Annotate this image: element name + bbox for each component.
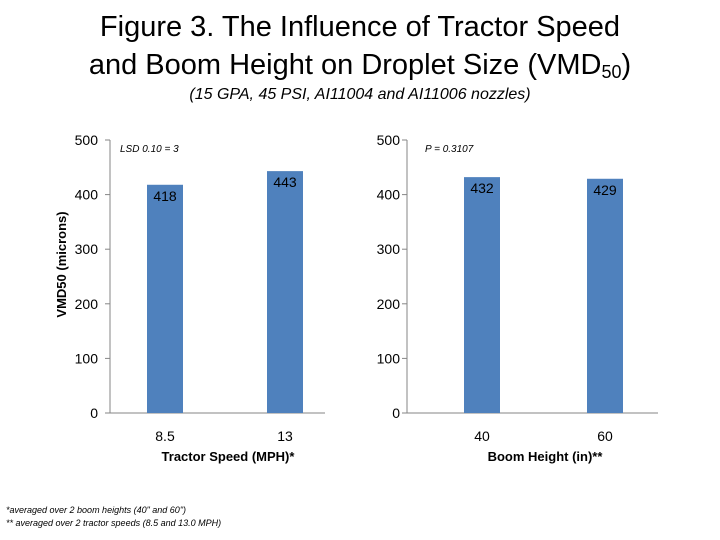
title-line-2-close: ) — [621, 49, 632, 81]
y-tick-label: 0 — [392, 405, 400, 421]
x-tick-label: 8.5 — [155, 428, 175, 444]
y-tick-label: 400 — [377, 187, 401, 203]
bar — [464, 177, 500, 413]
y-tick-label: 100 — [377, 350, 401, 366]
title-line-2-text: and Boom Height on Droplet Size (VMD — [88, 49, 602, 81]
x-axis-title: Tractor Speed (MPH)* — [162, 449, 296, 464]
y-tick-label: 300 — [377, 241, 401, 257]
title-subscript: 50 — [601, 62, 622, 82]
bar — [267, 171, 303, 413]
y-tick-label: 300 — [75, 241, 99, 257]
y-tick-label: 100 — [75, 350, 99, 366]
x-tick-label: 40 — [474, 428, 490, 444]
data-label: 429 — [593, 182, 617, 198]
footnotes: *averaged over 2 boom heights (40" and 6… — [6, 504, 221, 530]
stat-annotation: P = 0.3107 — [425, 144, 474, 155]
y-tick-label: 400 — [75, 187, 99, 203]
chart-subtitle: (15 GPA, 45 PSI, AI11004 and AI11006 noz… — [189, 86, 531, 103]
data-label: 443 — [273, 174, 297, 190]
bar — [587, 178, 623, 413]
footnote-2: ** averaged over 2 tractor speeds (8.5 a… — [6, 518, 222, 528]
y-tick-label: 200 — [377, 296, 401, 312]
x-tick-label: 60 — [597, 428, 613, 444]
y-tick-label: 200 — [75, 296, 99, 312]
stat-annotation: LSD 0.10 = 3 — [120, 144, 179, 155]
x-axis-title: Boom Height (in)** — [488, 449, 604, 464]
title-line-1: Figure 3. The Influence of Tractor Speed — [99, 11, 621, 43]
bar — [147, 184, 183, 413]
title-line-2: and Boom Height on Droplet Size (VMD50) — [0, 46, 720, 91]
chart-title: Figure 3. The Influence of Tractor Speed… — [0, 8, 720, 91]
y-tick-label: 0 — [90, 405, 98, 421]
data-label: 418 — [153, 188, 177, 204]
y-tick-label: 500 — [75, 132, 99, 148]
x-tick-label: 13 — [277, 428, 293, 444]
y-tick-label: 500 — [377, 132, 401, 148]
y-axis-title: VMD50 (microns) — [54, 211, 69, 317]
data-label: 432 — [470, 180, 494, 196]
footnote-1: *averaged over 2 boom heights (40" and 6… — [6, 505, 187, 515]
